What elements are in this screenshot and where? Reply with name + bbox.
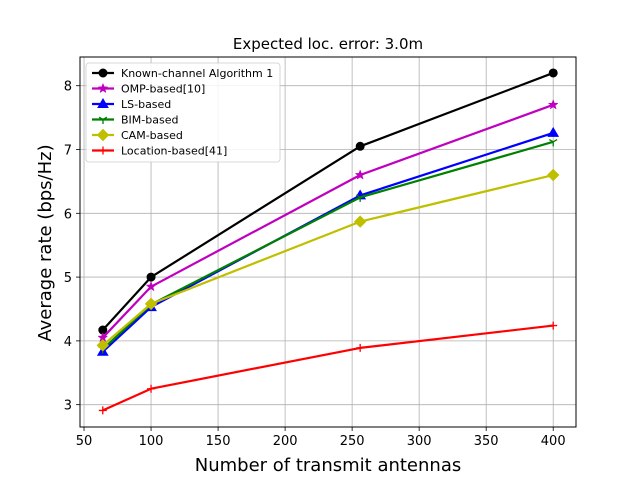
chart-title: Expected loc. error: 3.0m: [233, 35, 423, 53]
data-point: [146, 272, 156, 282]
x-tick-label: 50: [76, 434, 93, 449]
series-layer: [96, 68, 560, 415]
y-tick-label: 5: [64, 271, 72, 286]
y-tick-label: 4: [64, 335, 72, 350]
x-tick-label: 300: [407, 434, 432, 449]
data-point: [145, 280, 157, 292]
data-point: [144, 297, 158, 311]
series-5: [98, 321, 558, 415]
data-point: [354, 169, 366, 180]
series-line: [101, 71, 554, 331]
legend: Known-channel Algorithm 1 OMP-based[10] LS…: [85, 62, 281, 163]
series-0: [98, 68, 558, 335]
legend-marker: [99, 146, 107, 155]
data-point: [355, 194, 365, 202]
y-tick-label: 6: [64, 207, 72, 222]
data-point: [547, 99, 559, 110]
x-axis-label: Number of transmit antennas: [195, 455, 461, 476]
y-tick-label: 7: [64, 144, 72, 159]
y-tick-label: 8: [64, 80, 72, 95]
series-line: [102, 324, 554, 412]
legend-label: Location-based[41]: [121, 145, 227, 158]
axis-ticks: 50 100 150 200 250 300 350 400 3 4 5 6 7 8: [64, 80, 566, 449]
data-point: [353, 215, 367, 228]
data-point: [147, 384, 156, 393]
data-point: [98, 406, 107, 415]
legend-label: Known-channel Algorithm 1: [121, 67, 273, 80]
y-axis-label: Average rate (bps/Hz): [35, 144, 56, 341]
legend-entry: LS-based: [92, 98, 171, 111]
data-point: [96, 339, 109, 352]
x-tick-label: 350: [474, 434, 499, 449]
legend-marker: [96, 128, 110, 142]
series-4: [96, 168, 560, 352]
data-point: [549, 321, 558, 330]
x-tick-label: 150: [206, 434, 231, 449]
legend-label: OMP-based[10]: [121, 83, 205, 96]
data-point: [547, 126, 560, 137]
data-point: [548, 139, 558, 147]
x-tick-label: 400: [541, 434, 566, 449]
series-1: [97, 99, 559, 343]
legend-entry: Known-channel Algorithm 1: [92, 67, 273, 80]
legend-entry: CAM-based: [92, 128, 183, 142]
legend-entry: OMP-based[10]: [92, 83, 205, 96]
legend-marker: [97, 98, 109, 108]
x-tick-label: 200: [273, 434, 298, 449]
data-point: [547, 168, 560, 182]
legend-box: [85, 62, 281, 163]
legend-marker: [97, 82, 109, 94]
x-tick-label: 250: [340, 434, 365, 449]
y-tick-label: 3: [64, 399, 72, 414]
data-point: [356, 343, 365, 352]
legend-entry: Location-based[41]: [92, 145, 227, 158]
data-point: [548, 68, 558, 78]
series-line: [102, 140, 554, 350]
legend-marker: [98, 116, 108, 124]
plot-frame: [79, 56, 577, 428]
legend-label: BIM-based: [121, 114, 178, 127]
x-tick-label: 100: [139, 434, 164, 449]
series-line: [102, 173, 554, 347]
legend-label: LS-based: [121, 98, 171, 111]
legend-marker: [98, 68, 108, 78]
data-point: [355, 141, 365, 151]
legend-label: CAM-based: [121, 129, 183, 142]
series-line: [101, 103, 554, 339]
legend-entry: BIM-based: [92, 114, 178, 127]
